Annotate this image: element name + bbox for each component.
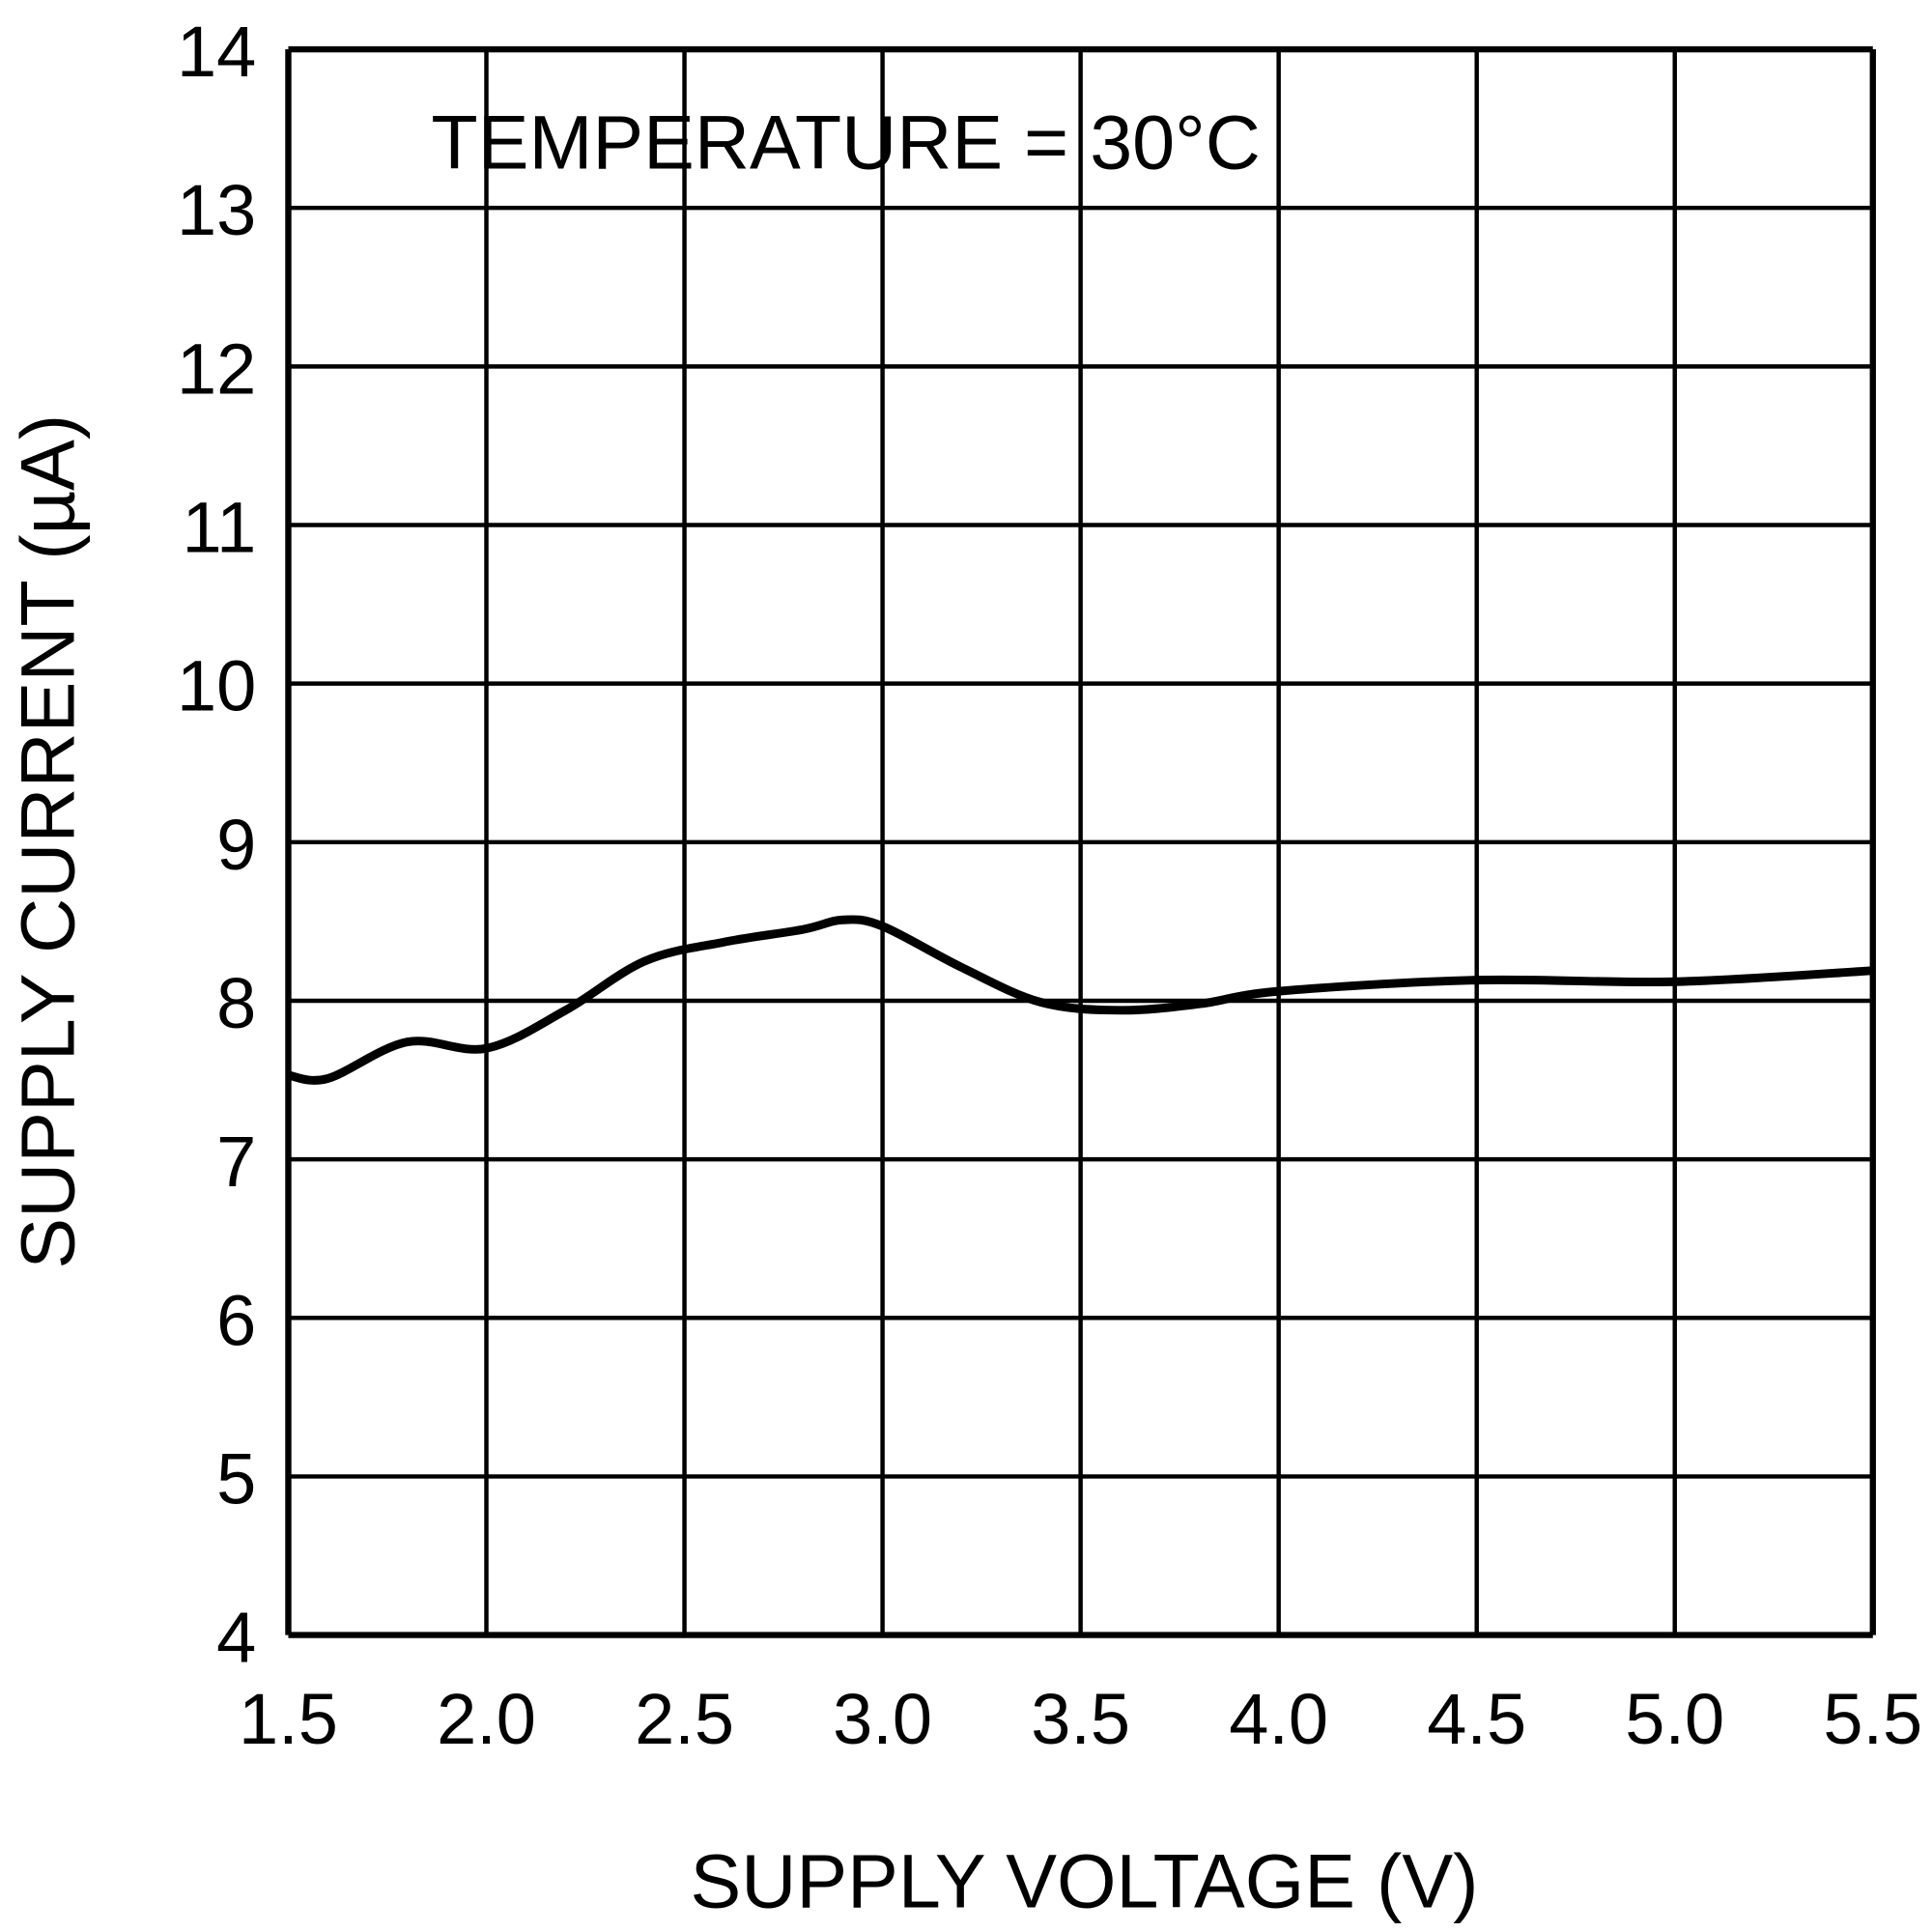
annotation-temperature: TEMPERATURE = 30°C: [431, 99, 1260, 185]
y-tick-label: 13: [177, 170, 256, 250]
x-tick-label: 2.0: [437, 1679, 536, 1759]
y-tick-label: 9: [216, 805, 256, 885]
y-axis-label: SUPPLY CURRENT (µA): [5, 414, 91, 1269]
x-tick-label: 3.0: [833, 1679, 932, 1759]
y-tick-label: 11: [183, 488, 257, 568]
y-tick-label: 6: [216, 1280, 256, 1360]
x-tick-label: 1.5: [239, 1679, 338, 1759]
x-axis-label: SUPPLY VOLTAGE (V): [690, 1837, 1478, 1923]
x-tick-label: 2.5: [635, 1679, 734, 1759]
grid: [285, 45, 1876, 1638]
x-tick-label: 5.0: [1625, 1679, 1724, 1759]
y-tick-label: 4: [216, 1598, 256, 1678]
x-tick-label: 3.5: [1031, 1679, 1130, 1759]
tick-labels: 1.5 2.0 2.5 3.0 3.5 4.0 4.5 5.0 5.5 4 5 6 7 8 9 10 11 12 1…: [177, 12, 1922, 1759]
series-line: [287, 915, 1874, 1085]
x-tick-label: 5.5: [1823, 1679, 1922, 1759]
y-tick-label: 14: [177, 12, 256, 92]
y-tick-label: 12: [177, 328, 256, 409]
y-tick-label: 5: [216, 1439, 256, 1520]
y-tick-label: 8: [216, 963, 256, 1043]
y-tick-label: 10: [177, 646, 256, 726]
y-tick-label: 7: [216, 1122, 256, 1202]
x-tick-label: 4.5: [1427, 1679, 1526, 1759]
x-tick-label: 4.0: [1229, 1679, 1328, 1759]
